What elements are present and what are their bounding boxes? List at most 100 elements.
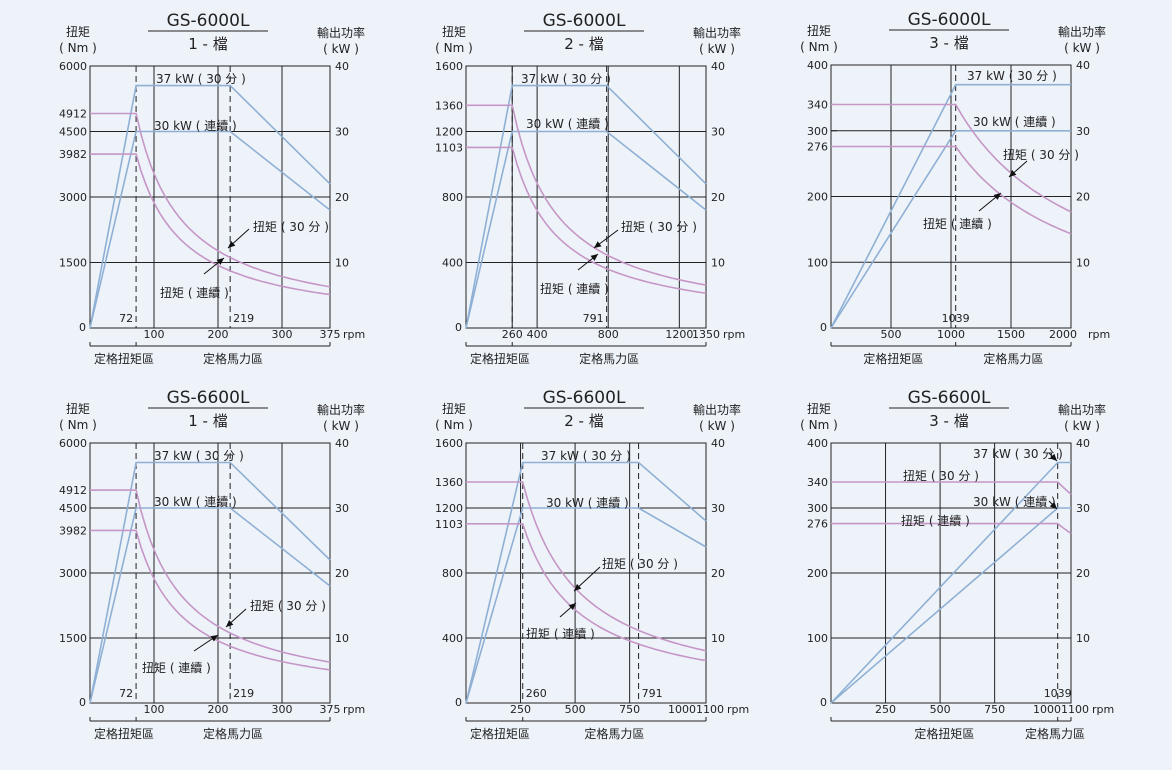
curve-annotation: 30 kW ( 連續 ) [973, 114, 1056, 129]
power-curve [465, 507, 707, 704]
power-curve [89, 461, 331, 704]
base-speed-label: 72 [119, 687, 133, 700]
curve-annotation: 扭矩 ( 30 分 ) [602, 557, 678, 571]
curve-annotation: 扭矩 ( 連續 ) [160, 285, 229, 300]
base-speed-label: 1039 [942, 312, 970, 325]
y-tick-label: 400 [442, 257, 463, 270]
x-tick-label: 100 [144, 703, 165, 716]
curve-annotation: 扭矩 ( 30 分 ) [1003, 148, 1079, 162]
annotation-arrowhead [568, 603, 576, 611]
y2-tick-label: 40 [1076, 59, 1090, 72]
y2-tick-label: 40 [711, 60, 725, 73]
chart-title: GS-6000L [167, 11, 250, 31]
y-ref-tick-label: 1200 [435, 502, 463, 515]
x-tick-label: 200 [208, 703, 229, 716]
torque-curve [90, 529, 331, 671]
left-axis-unit: ( Nm ) [59, 41, 97, 55]
y2-tick-label: 20 [1076, 191, 1090, 204]
y-ref-tick-label: 1360 [435, 476, 463, 489]
y-tick-label: 3000 [59, 191, 87, 204]
x-tick-label: 300 [272, 328, 293, 341]
chart-title: GS-6000L [908, 10, 991, 30]
curve-annotation: 30 kW ( 連續 ) [526, 116, 609, 131]
torque-curve [831, 145, 1072, 235]
left-axis-label: 扭矩 [66, 402, 90, 416]
zone-label-constant-power: 定格馬力區 [1025, 726, 1085, 741]
y-ref-tick-label: 4500 [59, 502, 87, 515]
y-ref-tick-label: 340 [807, 98, 828, 111]
torque-curve [90, 153, 331, 296]
y2-tick-label: 30 [1076, 125, 1090, 138]
y2-tick-label: 30 [711, 502, 725, 515]
y-tick-label: 400 [442, 632, 463, 645]
right-axis-unit: ( kW ) [1064, 419, 1100, 433]
chart-subtitle: 3 - 檔 [929, 412, 969, 430]
curve-annotation: 37 kW ( 30 分 ) [967, 69, 1057, 83]
chart-subtitle: 3 - 檔 [929, 34, 969, 52]
annotation-arrowhead [590, 254, 598, 261]
y-ref-tick-label: 4912 [59, 484, 87, 497]
y2-tick-label: 10 [335, 632, 349, 645]
left-axis-label: 扭矩 [807, 402, 831, 416]
torque-curve [90, 489, 331, 663]
plot-frame [89, 65, 331, 329]
torque-curve [466, 146, 707, 294]
y-ref-tick-label: 3982 [59, 148, 87, 161]
annotation-arrowhead [210, 635, 218, 642]
x-tick-label: 300 [272, 703, 293, 716]
power-curve [830, 83, 1071, 329]
y-ref-tick-label: 1360 [435, 99, 463, 112]
y-zero-label: 0 [79, 696, 86, 709]
y2-tick-label: 10 [711, 632, 725, 645]
chart-subtitle: 1 - 檔 [188, 35, 228, 53]
curve-annotation: 30 kW ( 連續 ) [154, 118, 237, 133]
y-tick-label: 1500 [59, 632, 87, 645]
y-ref-tick-label: 1200 [435, 126, 463, 139]
y-ref-tick-label: 300 [807, 502, 828, 515]
x-tick-label: 250 [510, 703, 531, 716]
curve-annotation: 扭矩 ( 連續 ) [142, 660, 211, 675]
annotation-arrowhead [993, 193, 1001, 200]
plot-frame [465, 65, 707, 329]
chart-title: GS-6600L [543, 388, 626, 408]
x-unit-label: rpm [343, 328, 365, 341]
x-tick-label: 500 [930, 703, 951, 716]
base-speed-label: 260 [526, 687, 547, 700]
y2-tick-label: 20 [1076, 567, 1090, 580]
y-tick-label: 200 [807, 567, 828, 580]
y-tick-label: 3000 [59, 567, 87, 580]
zone-label-constant-power: 定格馬力區 [203, 726, 263, 741]
chart-panel-4: GS-6600L 1 - 檔 扭矩 ( Nm ) 輸出功率 ( kW ) 6000 1500 3… [59, 388, 365, 741]
y2-tick-label: 30 [711, 126, 725, 139]
y-ref-tick-label: 4500 [59, 126, 87, 139]
curve-annotation: 扭矩 ( 連續 ) [901, 513, 970, 528]
x-unit-label: rpm [727, 703, 749, 716]
left-axis-unit: ( Nm ) [59, 418, 97, 432]
chart-title: GS-6600L [167, 388, 250, 408]
right-axis-label: 輸出功率 [1058, 402, 1106, 417]
y-zero-label: 0 [455, 321, 462, 334]
zone-label-constant-torque: 定格扭矩區 [94, 726, 154, 741]
curve-annotation: 扭矩 ( 30 分 ) [621, 220, 697, 234]
left-axis-label: 扭矩 [66, 25, 90, 39]
y2-tick-label: 30 [1076, 502, 1090, 515]
left-axis-unit: ( Nm ) [800, 40, 838, 54]
left-axis-label: 扭矩 [442, 25, 466, 39]
power-curve [89, 130, 331, 329]
y2-tick-label: 20 [711, 567, 725, 580]
x-tick-label: 250 [875, 703, 896, 716]
y-tick-label: 6000 [59, 437, 87, 450]
x-tick-label: 500 [881, 328, 902, 341]
torque-curve [831, 481, 1072, 495]
annotation-arrowhead [216, 258, 224, 265]
right-axis-label: 輸出功率 [693, 402, 741, 417]
y-tick-label: 800 [442, 567, 463, 580]
curve-annotation: 扭矩 ( 30 分 ) [903, 469, 979, 483]
plot-frame [89, 442, 331, 704]
power-curve [465, 130, 707, 329]
y-ref-tick-label: 340 [807, 476, 828, 489]
